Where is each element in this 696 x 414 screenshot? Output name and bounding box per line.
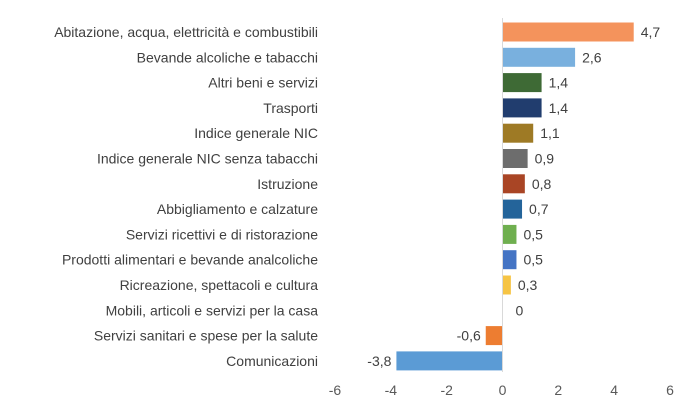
bar xyxy=(396,351,503,371)
category-label: Ricreazione, spettacoli e cultura xyxy=(120,277,319,293)
bars xyxy=(396,22,634,371)
value-label: 1,4 xyxy=(549,75,569,91)
bar xyxy=(485,326,503,346)
x-tick-labels: -6 -4 -2 0 2 4 6 xyxy=(329,382,674,398)
value-labels: 4,7 2,6 1,4 1,4 1,1 0,9 0,8 0,7 0,5 0,5 0,3 0 -0,6 -3… xyxy=(367,24,660,369)
value-label: -3,8 xyxy=(367,353,391,369)
x-tick-label: -6 xyxy=(329,382,342,398)
bar xyxy=(502,275,511,295)
x-tick-label: -2 xyxy=(440,382,453,398)
x-tick-label: 4 xyxy=(610,382,618,398)
bar xyxy=(502,149,528,168)
bar xyxy=(502,47,576,67)
value-label: 0,3 xyxy=(518,277,538,293)
value-label: -0,6 xyxy=(457,328,481,344)
value-label: 0 xyxy=(516,302,524,318)
category-label: Mobili, articoli e servizi per la casa xyxy=(106,302,319,318)
bar xyxy=(502,250,517,270)
bar xyxy=(502,73,542,93)
value-label: 2,6 xyxy=(582,49,602,65)
category-labels: Abitazione, acqua, elettricità e combust… xyxy=(54,24,318,369)
x-tick-label: -4 xyxy=(385,382,398,398)
category-label: Istruzione xyxy=(257,176,318,192)
value-label: 0,8 xyxy=(532,176,552,192)
category-label: Comunicazioni xyxy=(226,353,318,369)
value-label: 0,7 xyxy=(529,201,549,217)
category-label: Trasporti xyxy=(263,100,318,116)
value-label: 0,9 xyxy=(535,151,555,167)
x-tick-label: 6 xyxy=(666,382,674,398)
bar xyxy=(502,224,517,244)
value-label: 0,5 xyxy=(523,226,543,242)
bar xyxy=(502,22,634,42)
category-label: Bevande alcoliche e tabacchi xyxy=(137,49,318,65)
category-label: Altri beni e servizi xyxy=(208,75,318,91)
category-label: Indice generale NIC xyxy=(194,125,318,141)
x-tick-label: 0 xyxy=(499,382,507,398)
category-label: Abbigliamento e calzature xyxy=(157,201,318,217)
bar xyxy=(502,98,542,118)
x-tick-label: 2 xyxy=(554,382,562,398)
bar xyxy=(502,174,525,194)
category-label: Servizi ricettivi e di ristorazione xyxy=(126,226,318,242)
value-label: 4,7 xyxy=(641,24,661,40)
category-label: Indice generale NIC senza tabacchi xyxy=(97,151,318,167)
category-label: Abitazione, acqua, elettricità e combust… xyxy=(54,24,318,40)
value-label: 1,4 xyxy=(549,100,569,116)
value-label: 0,5 xyxy=(523,252,543,268)
value-label: 1,1 xyxy=(540,125,560,141)
bar xyxy=(502,123,534,143)
category-label: Servizi sanitari e spese per la salute xyxy=(94,328,318,344)
bar xyxy=(502,199,523,219)
category-label: Prodotti alimentari e bevande analcolich… xyxy=(62,252,318,268)
